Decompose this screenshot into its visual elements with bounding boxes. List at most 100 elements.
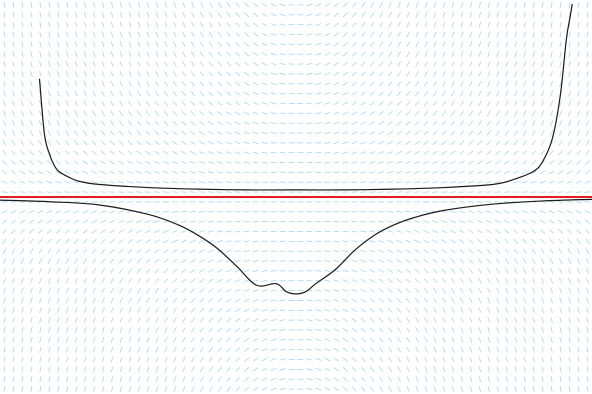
field-segment	[191, 356, 195, 363]
field-segment	[270, 309, 277, 312]
field-segment	[415, 1, 419, 8]
field-segment	[477, 239, 483, 244]
field-segment	[369, 220, 376, 223]
field-segment	[387, 140, 393, 145]
field-segment	[405, 249, 411, 254]
field-segment	[1, 191, 8, 193]
field-segment	[172, 90, 177, 97]
field-segment	[559, 297, 562, 304]
field-segment	[360, 327, 366, 333]
field-segment	[136, 201, 143, 203]
field-segment	[333, 386, 339, 392]
field-segment	[3, 21, 6, 28]
field-segment	[172, 80, 177, 87]
field-segment	[243, 220, 250, 223]
field-segment	[172, 278, 178, 284]
field-segment	[182, 366, 186, 373]
field-segment	[234, 249, 241, 253]
field-segment	[432, 229, 438, 234]
field-segment	[468, 140, 474, 146]
field-segment	[180, 160, 187, 165]
field-segment	[100, 150, 106, 155]
field-segment	[234, 240, 241, 243]
field-segment	[351, 71, 357, 77]
field-segment	[83, 258, 88, 264]
field-segment	[46, 160, 52, 165]
field-segment	[414, 288, 420, 294]
field-segment	[351, 151, 358, 154]
field-segment	[513, 130, 518, 136]
field-segment	[92, 100, 96, 107]
field-segment	[342, 367, 348, 372]
field-segment	[496, 51, 500, 58]
field-segment	[342, 131, 349, 135]
field-segment	[252, 289, 259, 292]
field-segment	[396, 181, 403, 184]
field-segment	[333, 337, 340, 342]
field-segment	[324, 250, 331, 253]
field-segment	[279, 33, 286, 36]
field-segment	[567, 160, 572, 165]
field-segment	[75, 41, 78, 48]
field-segment	[118, 239, 124, 244]
field-segment	[93, 386, 96, 393]
field-segment	[288, 4, 295, 6]
field-segment	[216, 220, 223, 223]
field-segment	[478, 297, 482, 304]
field-segment	[270, 122, 277, 125]
field-segment	[162, 170, 169, 174]
field-segment	[369, 337, 375, 343]
field-segment	[378, 151, 385, 155]
field-segment	[65, 70, 69, 77]
field-segment	[3, 386, 6, 393]
field-segment	[451, 100, 455, 107]
field-segment	[235, 32, 241, 37]
field-segment	[234, 171, 241, 174]
field-segment	[19, 191, 26, 193]
field-segment	[306, 270, 313, 272]
field-segment	[154, 160, 160, 165]
field-segment	[21, 366, 24, 373]
field-segment	[101, 70, 105, 77]
field-segment	[397, 386, 401, 392]
field-segment	[137, 90, 141, 97]
field-segment	[360, 61, 366, 67]
field-segment	[532, 100, 536, 107]
field-segment	[252, 91, 259, 96]
field-segment	[10, 210, 17, 214]
field-segment	[163, 110, 169, 116]
field-segment	[48, 317, 51, 324]
field-segment	[548, 219, 555, 224]
field-segment	[235, 386, 240, 392]
field-segment	[532, 21, 535, 28]
field-segment	[226, 81, 232, 87]
field-segment	[279, 13, 286, 16]
field-segment	[181, 249, 187, 254]
field-segment	[505, 11, 508, 18]
field-segment	[496, 386, 499, 393]
field-segment	[100, 140, 106, 146]
field-segment	[477, 150, 483, 155]
field-segment	[531, 268, 536, 274]
field-segment	[65, 130, 70, 136]
field-segment	[84, 1, 87, 8]
field-segment	[252, 308, 259, 312]
field-segment	[351, 41, 357, 47]
field-segment	[199, 327, 204, 333]
field-segment	[243, 298, 250, 303]
field-segment	[577, 317, 580, 324]
field-segment	[83, 90, 87, 97]
field-segment	[451, 41, 455, 48]
field-segment	[3, 80, 6, 87]
field-segment	[270, 3, 277, 7]
field-segment	[146, 80, 150, 87]
field-segment	[352, 22, 357, 28]
field-segment	[48, 1, 51, 8]
field-segment	[324, 22, 331, 27]
field-segment	[324, 367, 331, 372]
field-segment	[460, 11, 464, 18]
field-segment	[586, 11, 589, 18]
field-segment	[243, 121, 250, 125]
field-segment	[199, 71, 204, 77]
field-segment	[351, 91, 357, 96]
